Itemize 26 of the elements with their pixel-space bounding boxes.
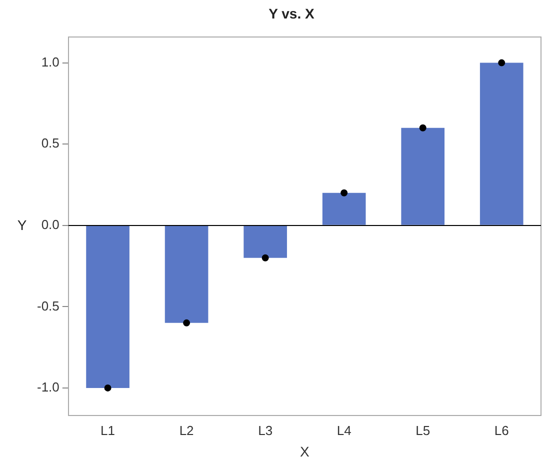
x-tick-label: L5 — [416, 422, 430, 438]
x-tick-label: L4 — [336, 422, 352, 438]
x-tick-label: L2 — [179, 422, 194, 438]
y-tick-label: -1.0 — [36, 380, 60, 395]
chart-title: Y vs. X — [268, 5, 315, 22]
bar — [480, 62, 524, 225]
y-axis-title: Y — [17, 217, 28, 234]
bar — [164, 226, 208, 323]
x-tick-label: L3 — [258, 422, 273, 438]
point — [262, 254, 269, 262]
point — [104, 384, 112, 392]
point — [340, 189, 348, 196]
x-axis-title: X — [300, 443, 310, 460]
point — [498, 59, 506, 66]
y-tick-label: 0.0 — [41, 216, 60, 232]
bar — [401, 128, 445, 225]
x-tick-label: L6 — [494, 422, 509, 438]
x-tick-label: L1 — [100, 422, 116, 438]
bar — [322, 192, 366, 225]
point — [183, 319, 190, 326]
y-tick-label: -0.5 — [36, 298, 60, 314]
point — [419, 124, 426, 132]
bar — [244, 226, 287, 258]
y-tick-label: 0.5 — [41, 136, 60, 151]
y-tick-label: 1.0 — [41, 54, 60, 70]
bar — [86, 226, 130, 388]
